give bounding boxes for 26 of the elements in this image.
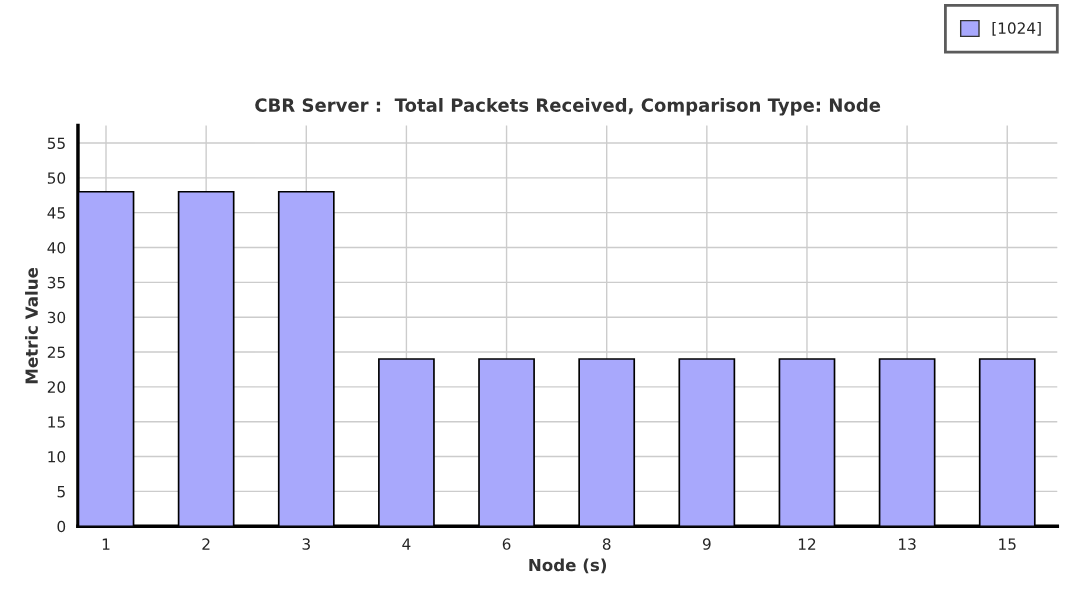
y-tick-label: 35 xyxy=(47,276,65,289)
y-tick-label: 50 xyxy=(47,172,66,184)
legend-label: [1024] xyxy=(992,22,1041,36)
y-tick-label: 30 xyxy=(47,311,66,324)
x-tick-label: 3 xyxy=(302,538,310,550)
y-tick-label: 5 xyxy=(57,486,65,498)
y-tick-label: 40 xyxy=(47,241,66,254)
x-tick-label: 6 xyxy=(502,538,511,550)
y-tick-label: 45 xyxy=(47,207,65,219)
x-tick-label: 4 xyxy=(402,538,411,550)
x-tick-label: 15 xyxy=(999,538,1016,550)
x-tick-label: 9 xyxy=(702,538,711,550)
x-tick-label: 12 xyxy=(798,538,816,550)
x-tick-label: 1 xyxy=(102,538,110,550)
y-axis-title: Metric Value xyxy=(25,267,38,384)
y-tick-label: 25 xyxy=(47,346,65,359)
x-tick-label: 13 xyxy=(899,538,916,550)
x-axis-title: Node (s) xyxy=(529,558,607,574)
y-tick-label: 10 xyxy=(48,451,66,463)
x-tick-label: 2 xyxy=(202,538,210,550)
chart-title: CBR Server : Total Packets Received, Comparison Type: Node xyxy=(255,97,881,116)
y-tick-label: 20 xyxy=(47,381,66,393)
y-tick-label: 0 xyxy=(57,520,66,533)
y-tick-label: 15 xyxy=(48,416,65,428)
y-tick-label: 55 xyxy=(47,137,65,150)
x-tick-label: 8 xyxy=(602,538,611,550)
